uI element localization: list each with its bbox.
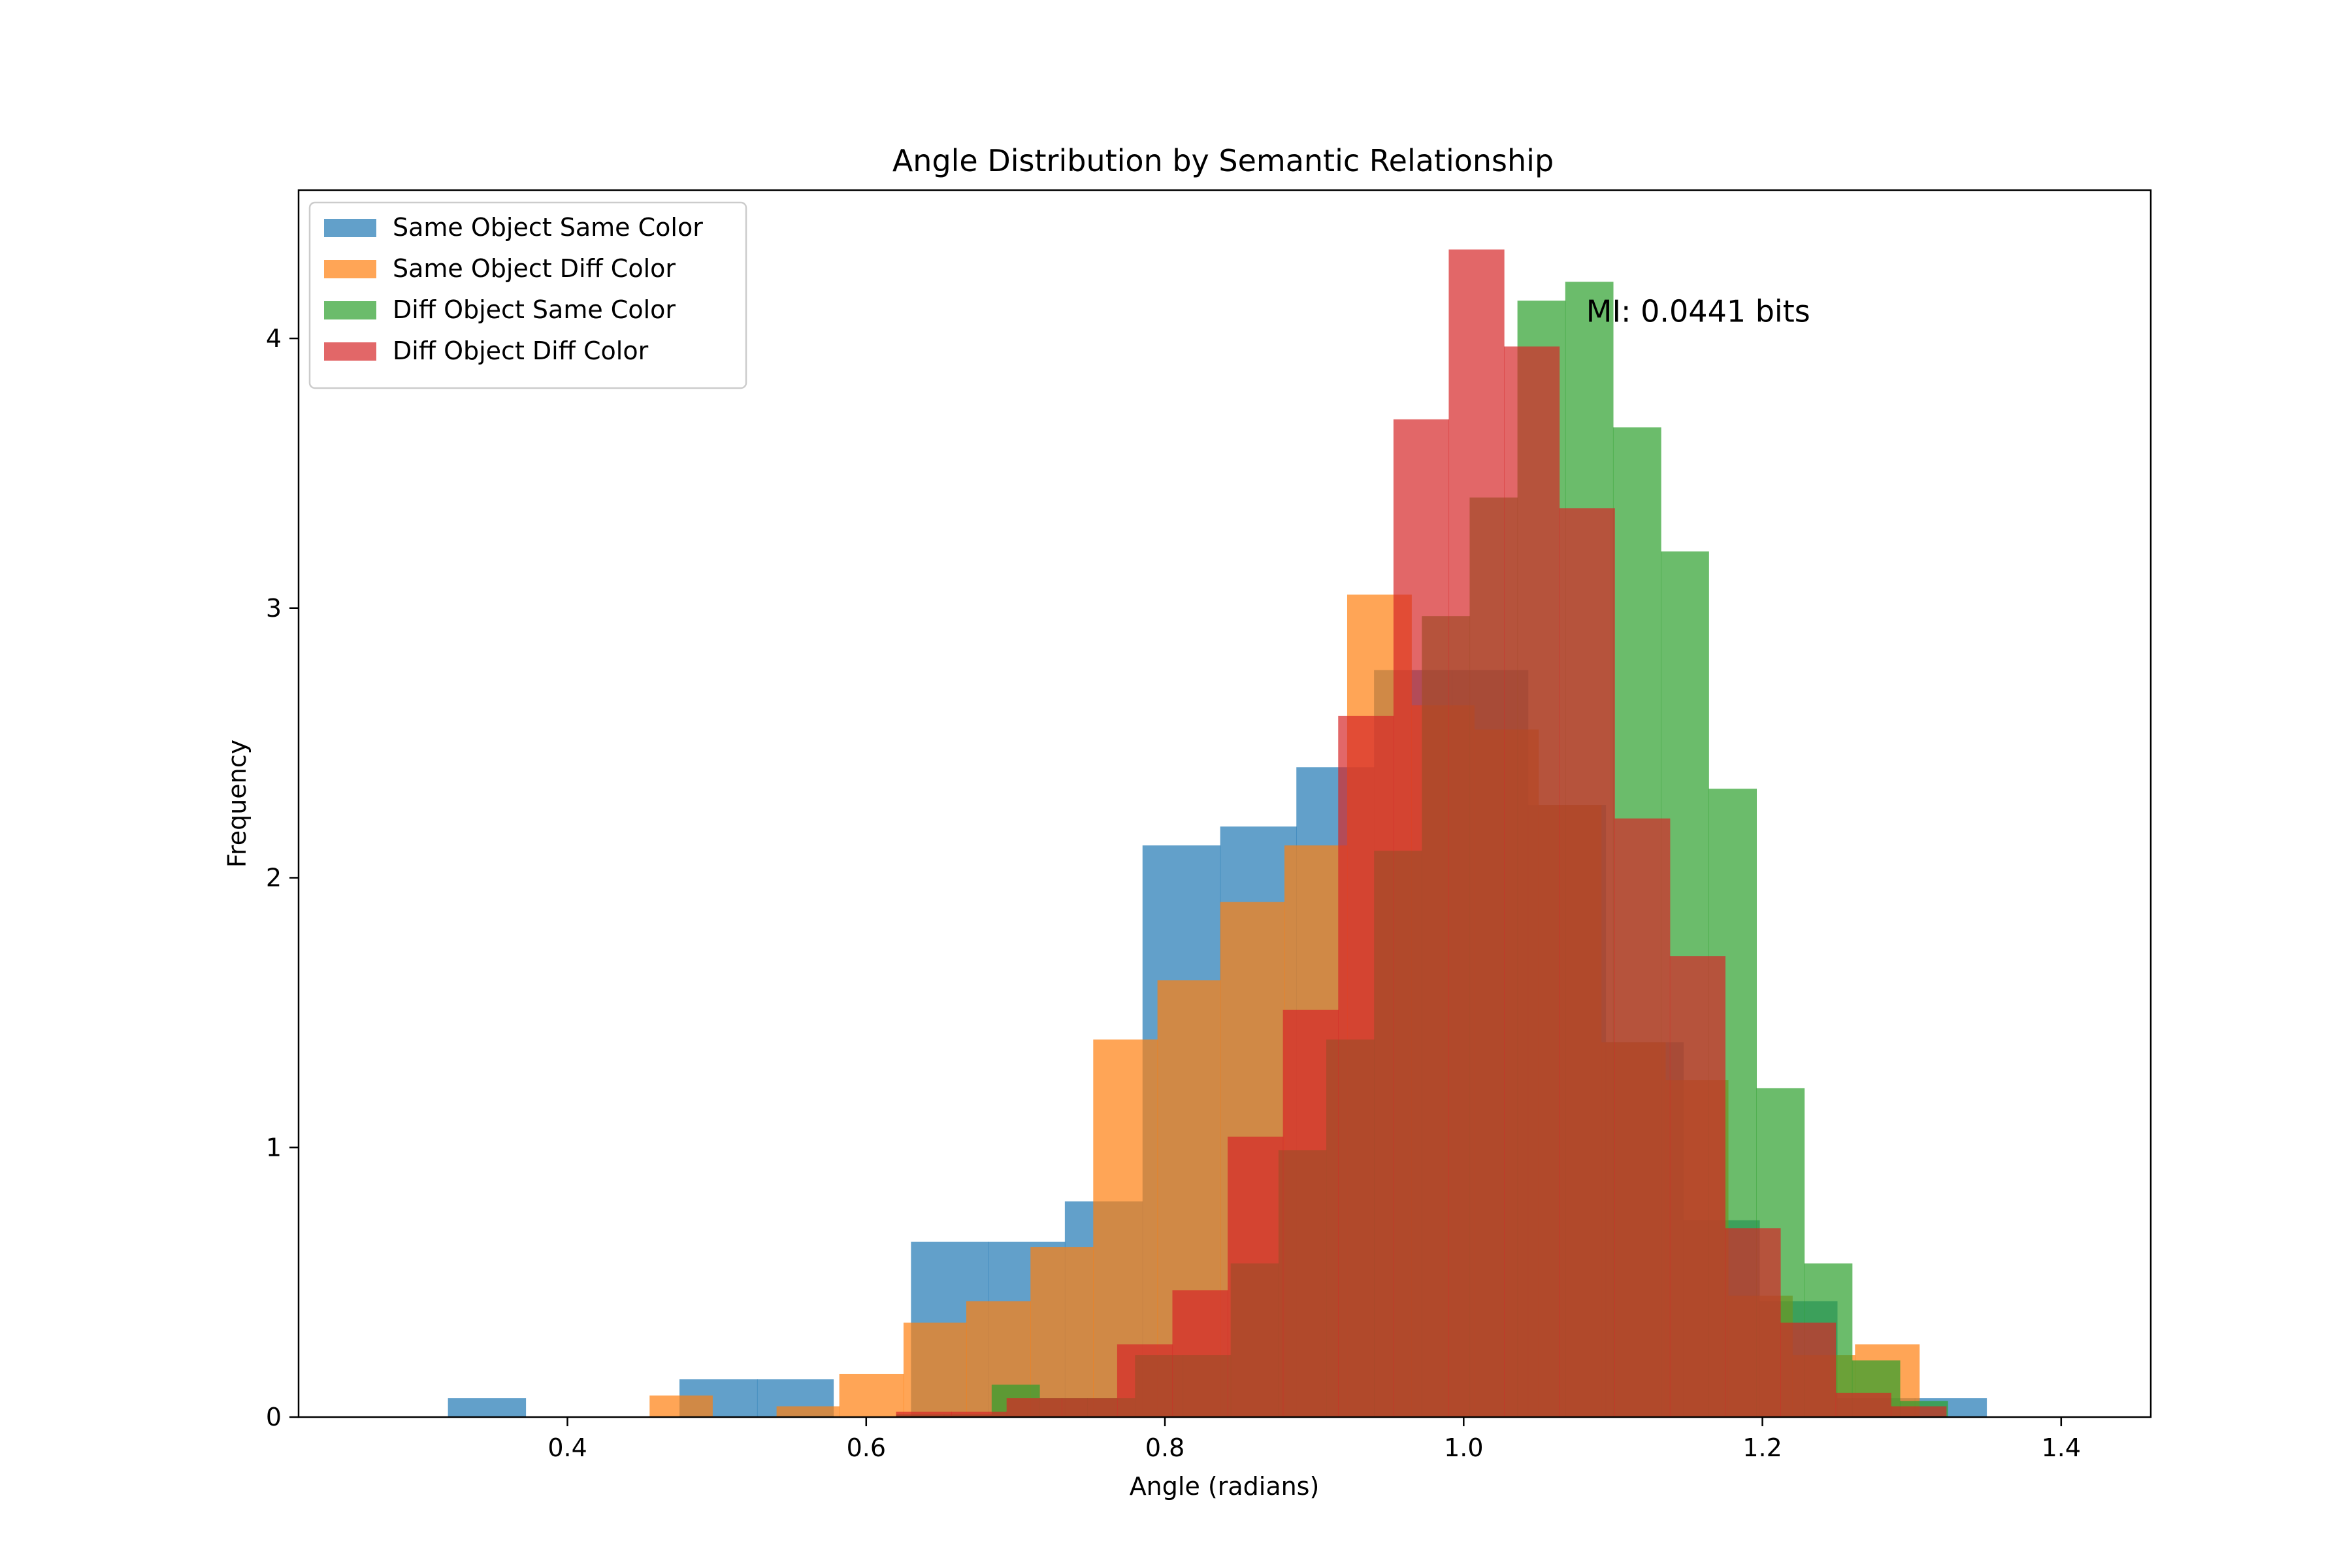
histogram-bar [1282, 1009, 1339, 1417]
histogram-bar [1504, 346, 1560, 1417]
histogram-bar [1559, 508, 1615, 1417]
y-tick-label: 2 [266, 864, 282, 892]
histogram-bar [1393, 419, 1450, 1417]
histogram-bar [1780, 1322, 1837, 1417]
histogram-bar [776, 1406, 840, 1417]
y-tick-label: 1 [266, 1133, 282, 1162]
histogram-bar [448, 1398, 527, 1417]
histogram-bar [1891, 1406, 1947, 1417]
histogram-bar [1117, 1344, 1173, 1417]
series-diff-object-diff-color [896, 249, 1947, 1417]
histogram-bar [1835, 1392, 1891, 1417]
x-tick-label: 0.4 [547, 1433, 587, 1462]
x-tick-label: 1.4 [2042, 1433, 2081, 1462]
histogram-bar [1448, 249, 1505, 1417]
y-tick-label: 4 [266, 324, 282, 353]
histogram-bar [1725, 1228, 1781, 1417]
histogram-bar [1062, 1398, 1118, 1417]
legend-label: Same Object Diff Color [393, 254, 676, 283]
y-tick-label: 0 [266, 1403, 282, 1431]
histogram-bar [1030, 1247, 1094, 1417]
chart-title: Angle Distribution by Semantic Relations… [892, 143, 1554, 178]
legend-box [308, 201, 747, 389]
legend-label: Diff Object Same Color [393, 295, 676, 324]
legend: Same Object Same Color Same Object Diff C… [308, 201, 747, 389]
histogram-bars [448, 249, 1987, 1418]
x-tick-label: 1.0 [1444, 1433, 1483, 1462]
y-tick-label: 3 [266, 594, 282, 623]
plot-frame [297, 189, 2152, 1418]
legend-swatch [324, 260, 376, 278]
x-axis-label: Angle (radians) [1130, 1472, 1320, 1501]
histogram-bar [903, 1322, 967, 1417]
histogram-bar [896, 1411, 952, 1417]
x-tick-label: 0.8 [1145, 1433, 1184, 1462]
x-axis-ticks: 0.4 0.6 0.8 1.0 1.2 1.4 [547, 1417, 2081, 1462]
legend-label: Diff Object Diff Color [393, 336, 649, 365]
histogram-bar [1228, 1136, 1284, 1417]
histogram-bar [951, 1411, 1007, 1417]
histogram-bar [839, 1373, 904, 1417]
histogram-bar [649, 1395, 713, 1417]
y-axis-label: Frequency [223, 740, 252, 868]
histogram-bar [1006, 1398, 1062, 1417]
histogram-bar [1338, 715, 1394, 1417]
x-tick-label: 0.6 [847, 1433, 886, 1462]
histogram-bar [1669, 956, 1726, 1417]
y-axis-ticks: 0 1 2 3 4 [266, 324, 299, 1431]
legend-swatch [324, 301, 376, 319]
histogram-bar [1614, 818, 1671, 1417]
legend-label: Same Object Same Color [393, 213, 703, 242]
mi-annotation: MI: 0.0441 bits [1586, 294, 1810, 329]
histogram-bar [1172, 1290, 1228, 1417]
legend-swatch [324, 219, 376, 237]
legend-swatch [324, 342, 376, 361]
x-tick-label: 1.2 [1742, 1433, 1782, 1462]
